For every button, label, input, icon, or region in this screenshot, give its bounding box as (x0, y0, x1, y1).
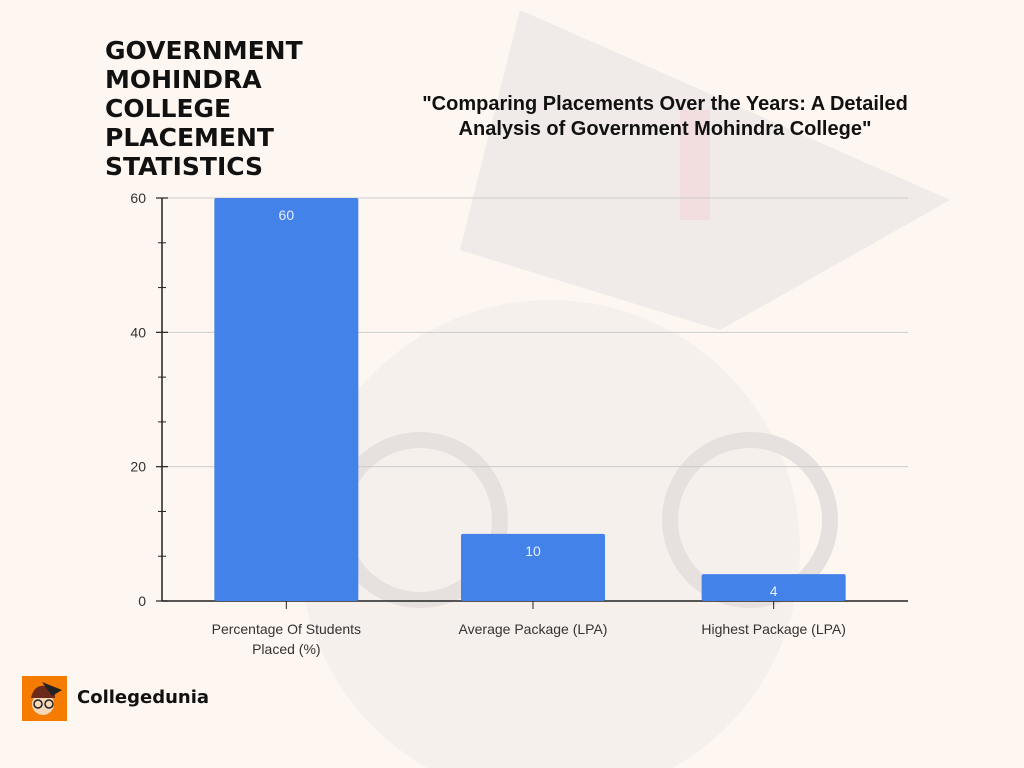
y-tick-label: 40 (130, 324, 146, 340)
data-label: 60 (279, 207, 295, 223)
chart-title: "Comparing Placements Over the Years: A … (422, 93, 908, 140)
bar (214, 198, 359, 601)
y-tick-label: 0 (138, 593, 146, 609)
y-tick-label: 60 (130, 190, 146, 206)
collegedunia-logo (22, 676, 67, 721)
x-tick-label: Average Package (LPA) (459, 621, 608, 637)
x-tick-label: Placed (%) (252, 641, 320, 657)
page-title: GOVERNMENT MOHINDRA COLLEGE PLACEMENT ST… (105, 36, 303, 181)
bar (461, 533, 605, 601)
data-label: 4 (770, 583, 778, 599)
student-mascot-icon (31, 682, 62, 715)
x-tick-label: Highest Package (LPA) (701, 621, 845, 637)
x-tick-label: Percentage Of Students (212, 621, 361, 637)
y-tick-label: 20 (130, 459, 146, 475)
data-label: 10 (525, 543, 541, 559)
bar (701, 574, 846, 601)
brand-name: Collegedunia (77, 687, 210, 708)
